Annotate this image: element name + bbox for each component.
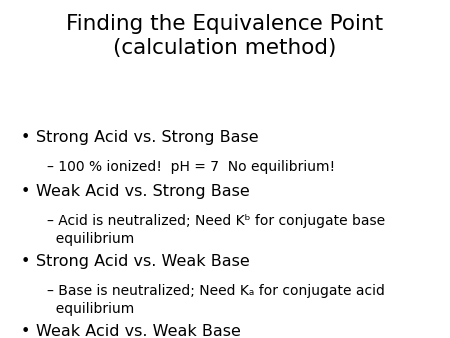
Text: Weak Acid vs. Strong Base: Weak Acid vs. Strong Base (36, 184, 250, 199)
Text: •: • (20, 254, 30, 269)
Text: – Base is neutralized; Need Kₐ for conjugate acid
  equilibrium: – Base is neutralized; Need Kₐ for conju… (47, 284, 385, 316)
Text: Strong Acid vs. Strong Base: Strong Acid vs. Strong Base (36, 130, 259, 145)
Text: Strong Acid vs. Weak Base: Strong Acid vs. Weak Base (36, 254, 250, 269)
Text: •: • (20, 324, 30, 338)
Text: Weak Acid vs. Weak Base: Weak Acid vs. Weak Base (36, 324, 241, 338)
Text: •: • (20, 130, 30, 145)
Text: – 100 % ionized!  pH = 7  No equilibrium!: – 100 % ionized! pH = 7 No equilibrium! (47, 160, 335, 174)
Text: •: • (20, 184, 30, 199)
Text: Finding the Equivalence Point
(calculation method): Finding the Equivalence Point (calculati… (67, 14, 383, 57)
Text: – Acid is neutralized; Need Kᵇ for conjugate base
  equilibrium: – Acid is neutralized; Need Kᵇ for conju… (47, 214, 385, 246)
